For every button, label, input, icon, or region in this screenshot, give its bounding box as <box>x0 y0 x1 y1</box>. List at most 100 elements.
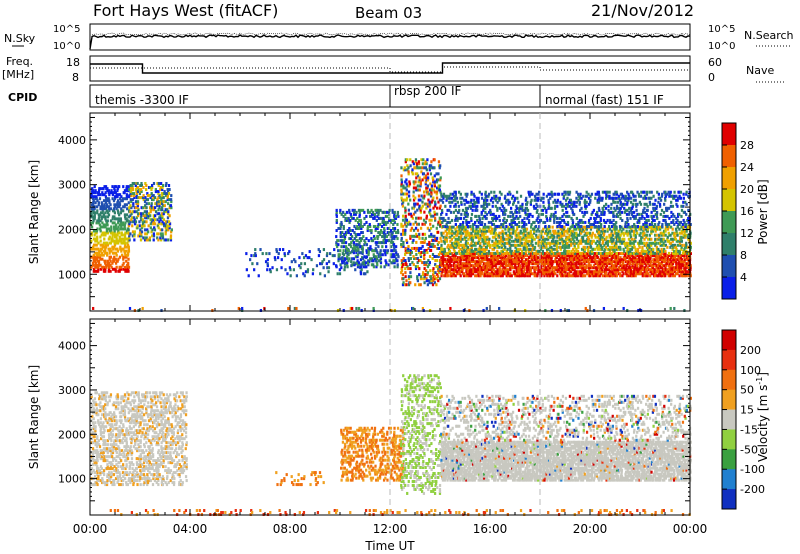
power-cell <box>118 201 121 205</box>
power-cell <box>95 243 98 247</box>
power-cell <box>683 260 686 264</box>
power-cell <box>431 283 435 287</box>
date-label: 21/Nov/2012 <box>591 1 694 20</box>
power-cell <box>601 260 604 264</box>
power-cell <box>423 166 426 170</box>
power-cell <box>615 272 618 276</box>
power-cell <box>106 211 109 215</box>
power-cell <box>144 232 147 236</box>
power-cell <box>378 255 381 259</box>
power-cell <box>657 247 660 251</box>
power-cell <box>536 272 539 276</box>
power-cell <box>640 258 643 262</box>
power-cell <box>501 239 505 243</box>
power-cell <box>520 254 524 258</box>
power-cell <box>161 194 164 198</box>
power-cell <box>497 235 500 239</box>
power-cell <box>440 194 443 198</box>
power-cell <box>128 234 131 238</box>
power-cell <box>455 214 458 218</box>
power-cell <box>161 200 164 204</box>
power-cell <box>445 222 448 226</box>
power-cell <box>578 241 581 245</box>
power-cell <box>469 224 472 228</box>
power-cell <box>402 244 405 248</box>
power-cell <box>408 182 412 186</box>
power-cell <box>601 231 604 235</box>
power-cell <box>513 252 516 256</box>
power-cell <box>361 245 364 249</box>
power-cell <box>488 258 491 262</box>
power-cell <box>539 270 543 274</box>
power-cell <box>587 237 590 241</box>
power-cell <box>641 266 644 270</box>
power-cell <box>689 274 692 278</box>
power-cell <box>132 192 136 196</box>
power-cell <box>450 264 453 268</box>
power-cell <box>494 239 498 243</box>
power-cell <box>501 204 504 208</box>
power-cell <box>480 272 483 276</box>
power-cell <box>477 254 480 258</box>
power-cell <box>348 227 351 231</box>
power-cell <box>470 233 473 237</box>
power-cell <box>100 203 104 207</box>
power-cell <box>524 245 527 249</box>
power-cell <box>99 187 102 191</box>
power-cell <box>145 206 148 210</box>
power-cell <box>103 233 106 237</box>
power-cell <box>358 218 361 222</box>
power-cell <box>623 237 626 241</box>
power-cell <box>571 258 574 262</box>
power-cell <box>123 239 126 243</box>
power-cell <box>452 270 455 274</box>
power-cell <box>589 225 592 229</box>
power-cell <box>650 227 653 231</box>
power-cell <box>637 249 640 253</box>
power-cell <box>357 208 361 212</box>
power-cell <box>389 229 393 233</box>
power-cell <box>562 227 565 231</box>
power-cell <box>407 283 411 287</box>
power-cell <box>464 264 468 268</box>
power-cell <box>579 260 582 264</box>
power-cell <box>605 251 608 255</box>
power-cell <box>402 259 405 263</box>
power-cell <box>687 237 690 241</box>
power-cell <box>491 272 494 276</box>
power-cell <box>142 198 145 202</box>
power-cell <box>557 252 560 256</box>
power-cell <box>612 256 615 260</box>
power-cell <box>127 185 130 189</box>
power-cell <box>547 266 550 270</box>
power-cell <box>114 223 118 227</box>
power-cell <box>528 274 531 278</box>
power-cell <box>582 260 585 264</box>
power-cell <box>599 243 602 247</box>
power-cell <box>360 227 363 231</box>
power-cell <box>375 218 378 222</box>
power-cell <box>613 254 616 258</box>
power-cell <box>428 166 431 170</box>
power-cell <box>126 263 130 267</box>
power-cell <box>428 218 431 222</box>
power-cell <box>347 229 351 233</box>
power-cell <box>622 252 625 256</box>
power-cell <box>449 270 452 274</box>
power-cell <box>375 249 378 253</box>
power-cell <box>500 270 503 274</box>
power-cell <box>614 262 617 266</box>
power-cell <box>522 231 526 235</box>
power-cell <box>486 258 489 262</box>
power-cell <box>686 235 690 239</box>
power-cell <box>664 256 667 260</box>
power-cell <box>569 239 573 243</box>
power-cell <box>583 262 586 266</box>
power-cell <box>477 264 480 268</box>
power-cell <box>434 263 437 267</box>
power-cell <box>420 170 423 174</box>
power-cell <box>460 266 463 270</box>
power-cell <box>579 272 582 276</box>
power-cell <box>449 227 453 231</box>
power-cell <box>449 200 452 204</box>
